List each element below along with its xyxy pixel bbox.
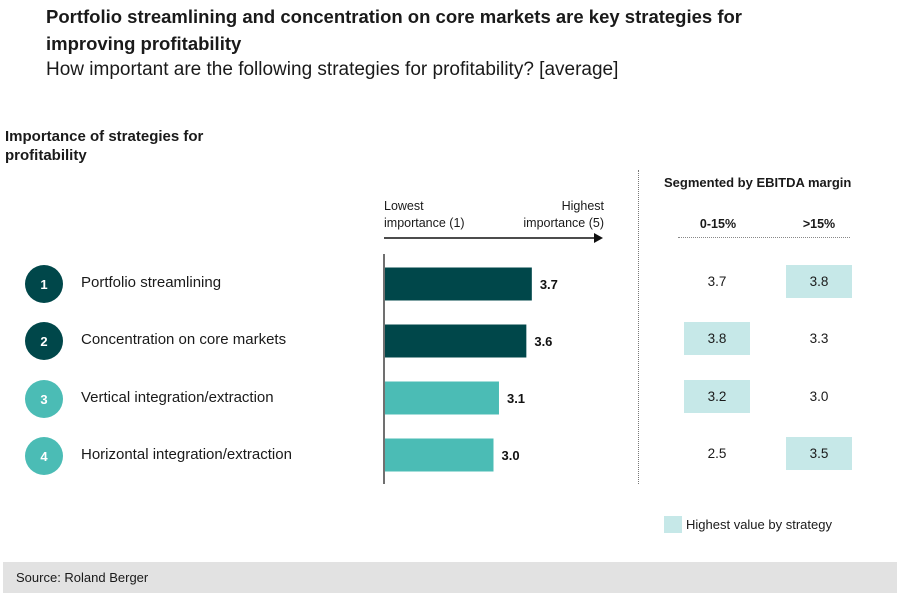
axis-low-label: Lowest importance (1) — [384, 198, 484, 232]
segment-value-low-margin: 2.5 — [707, 446, 727, 461]
segment-value-low-margin: 3.7 — [707, 274, 727, 289]
bar-value-label: 3.0 — [502, 448, 520, 463]
bar — [385, 381, 499, 415]
segment-title: Segmented by EBITDA margin — [664, 175, 852, 190]
segment-header-rule — [678, 237, 850, 238]
segment-value-high-margin: 3.5 — [786, 437, 852, 470]
rank-badge: 4 — [25, 437, 63, 475]
chart-subtitle: How important are the following strategi… — [46, 59, 619, 80]
axis-high-text: Highest importance (5) — [523, 199, 604, 230]
bar-value-label: 3.7 — [540, 277, 558, 292]
segment-divider — [638, 170, 639, 484]
strategy-row: 2 Concentration on core markets 3.8 3.3 — [0, 321, 900, 361]
legend-label: Highest value by strategy — [686, 517, 832, 532]
section-label: Importance of strategies for profitabili… — [5, 128, 204, 164]
strategy-label: Concentration on core markets — [81, 331, 287, 348]
rank-badge: 1 — [25, 265, 63, 303]
legend-swatch — [664, 516, 682, 533]
segment-col-low: 0-15% — [699, 217, 737, 231]
segment-value-low-margin: 3.8 — [684, 322, 750, 355]
source-text: Source: Roland Berger — [16, 570, 149, 585]
axis-low-text: Lowest importance (1) — [384, 199, 465, 230]
source-footer: Source: Roland Berger — [3, 562, 897, 593]
chart-title: Portfolio streamlining and concentration… — [46, 6, 742, 54]
bar — [385, 438, 494, 472]
segment-col-high: >15% — [802, 217, 836, 231]
segment-value-high-margin: 3.3 — [809, 331, 829, 346]
axis-arrow-head — [594, 233, 603, 243]
segment-value-low-margin: 3.2 — [684, 380, 750, 413]
bar — [385, 324, 527, 358]
strategy-label: Horizontal integration/extraction — [81, 446, 292, 463]
strategy-label: Vertical integration/extraction — [81, 389, 274, 406]
axis-high-label: Highest importance (5) — [504, 198, 604, 232]
rank-badge: 3 — [25, 380, 63, 418]
strategy-row: 3 Vertical integration/extraction 3.2 3.0 — [0, 379, 900, 419]
strategy-row: 4 Horizontal integration/extraction 2.5 3.5 — [0, 436, 900, 476]
bar-value-label: 3.6 — [534, 334, 552, 349]
segment-value-high-margin: 3.0 — [809, 389, 829, 404]
segment-value-high-margin: 3.8 — [786, 265, 852, 298]
strategy-row: 1 Portfolio streamlining 3.7 3.8 — [0, 264, 900, 304]
strategy-label: Portfolio streamlining — [81, 274, 222, 291]
bar-value-label: 3.1 — [507, 391, 525, 406]
bar — [385, 267, 532, 301]
rank-badge: 2 — [25, 322, 63, 360]
